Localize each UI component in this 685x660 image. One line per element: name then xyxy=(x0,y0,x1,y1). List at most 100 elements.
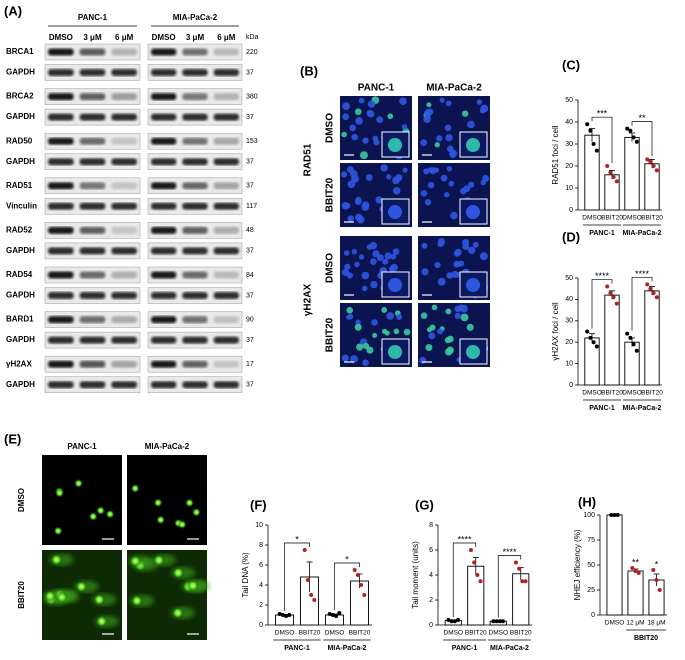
panel-label: (C) xyxy=(562,57,580,72)
protein-label: BARD1 xyxy=(6,315,34,324)
nucleus xyxy=(444,124,452,132)
nucleus xyxy=(390,263,399,272)
y-tick-label: 10 xyxy=(565,185,573,192)
blot-band xyxy=(213,381,239,389)
blot-band xyxy=(79,271,106,279)
blot-band xyxy=(111,360,137,368)
blot-band xyxy=(111,158,137,166)
y-axis-label: Tail moment (units) xyxy=(411,541,420,609)
comet-head xyxy=(129,555,142,568)
bar xyxy=(584,134,600,211)
nucleus xyxy=(460,187,467,195)
data-point xyxy=(654,168,659,173)
y-tick-label: 50 xyxy=(587,562,595,569)
blot-band xyxy=(151,113,177,121)
comet-head xyxy=(187,579,200,592)
significance-label: **** xyxy=(502,547,517,557)
blot-band xyxy=(151,158,177,166)
nucleus xyxy=(386,174,392,180)
blot-band xyxy=(213,247,239,255)
comet-head xyxy=(130,594,143,607)
nucleus xyxy=(450,211,458,220)
blot-band xyxy=(151,182,177,190)
protein-label: RAD50 xyxy=(6,136,33,145)
blot-band xyxy=(79,247,106,255)
nucleus xyxy=(375,196,383,204)
x-tick-label: DMSO xyxy=(622,215,642,222)
nucleus xyxy=(454,305,462,313)
data-point xyxy=(280,613,285,617)
protein-label: RAD54 xyxy=(6,270,33,279)
nucleus xyxy=(395,174,403,182)
kda-label: 117 xyxy=(246,203,257,210)
data-point xyxy=(523,579,528,584)
nucleus xyxy=(347,215,354,222)
nucleus xyxy=(349,170,358,178)
y-tick-label: 6 xyxy=(259,562,263,569)
blot-band xyxy=(111,202,137,210)
inset-nucleus xyxy=(388,278,402,292)
nucleus xyxy=(342,113,349,121)
blot-band xyxy=(111,69,137,76)
y-tick-label: 100 xyxy=(583,512,595,519)
nucleus xyxy=(446,272,453,279)
data-point xyxy=(287,613,292,617)
blot-band xyxy=(79,48,106,56)
nucleus xyxy=(440,174,448,182)
blot-band xyxy=(182,93,208,101)
data-point xyxy=(452,619,457,624)
data-point xyxy=(651,568,656,572)
nucleus xyxy=(431,304,438,311)
kda-label: 37 xyxy=(246,159,254,166)
nucleus xyxy=(344,202,351,209)
significance-bracket xyxy=(591,279,613,329)
cell-line-header: MIA-PaCa-2 xyxy=(145,442,190,451)
data-point xyxy=(608,170,613,175)
data-point xyxy=(594,148,599,153)
blot-band xyxy=(48,48,74,56)
x-tick-label: DMSO xyxy=(275,630,295,637)
blot-band xyxy=(182,69,208,76)
nucleus xyxy=(445,134,453,142)
data-point xyxy=(362,593,367,597)
comet-head xyxy=(53,526,63,536)
nucleus xyxy=(437,241,444,248)
data-point xyxy=(585,329,590,334)
data-point xyxy=(633,569,638,573)
nucleus xyxy=(444,348,453,356)
y-tick-label: 40 xyxy=(565,296,573,303)
data-point xyxy=(614,301,619,306)
kda-label: 380 xyxy=(246,93,258,100)
inset-nucleus xyxy=(388,205,402,219)
nucleus xyxy=(387,113,394,120)
blot-band xyxy=(151,226,177,234)
data-point xyxy=(352,568,357,572)
nucleus xyxy=(445,308,452,315)
nucleus xyxy=(356,215,365,224)
data-point xyxy=(611,175,616,179)
nucleus xyxy=(445,100,452,107)
nucleus xyxy=(362,137,369,144)
nucleus xyxy=(468,181,475,188)
nucleus xyxy=(420,189,428,197)
data-point xyxy=(305,578,310,582)
nucleus xyxy=(341,354,349,362)
nucleus xyxy=(361,271,370,280)
protein-label: γH2AX xyxy=(6,359,32,368)
data-point xyxy=(359,583,364,587)
comet-head xyxy=(172,566,185,579)
blot-band xyxy=(213,158,239,166)
group-label: BBIT20 xyxy=(634,635,658,642)
blot-band xyxy=(151,360,177,368)
nucleus xyxy=(467,120,475,129)
nucleus xyxy=(480,104,489,113)
nucleus xyxy=(421,268,429,276)
nucleus xyxy=(472,241,479,248)
nucleus xyxy=(446,335,454,343)
comet-image xyxy=(127,455,207,545)
nucleus xyxy=(386,312,395,320)
nucleus xyxy=(454,312,461,319)
inset-nucleus xyxy=(466,138,480,152)
nucleus xyxy=(426,102,432,108)
protein-label: GAPDH xyxy=(6,68,35,77)
